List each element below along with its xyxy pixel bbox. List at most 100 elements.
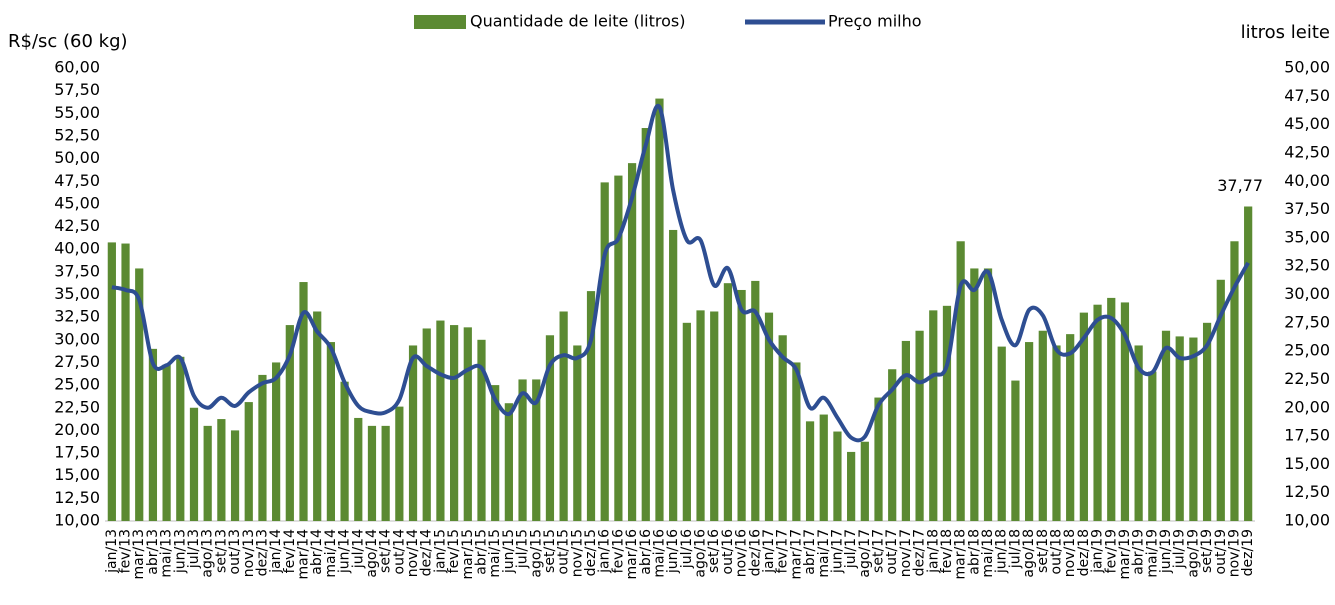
x-tick-label: ago/19 [1185,529,1201,578]
y-tick-label: 45,00 [54,193,100,212]
x-tick-label: set/18 [1035,529,1051,573]
x-tick-label: dez/16 [747,529,763,576]
x-tick-label: mai/13 [159,529,175,578]
bar [901,340,910,521]
x-tick-label: jun/19 [1158,529,1174,574]
bar [545,335,555,521]
bar [1230,241,1239,521]
y-tick-label: 30,00 [54,329,100,348]
bar [436,320,445,521]
y2-tick-label: 10,00 [1284,511,1330,530]
bar [1025,342,1034,521]
bar [450,325,459,521]
x-tick-label: set/17 [871,529,887,573]
bar [1134,345,1143,521]
bar [121,243,130,521]
x-tick-label: jun/16 [665,529,681,574]
x-tick-label: fev/19 [1103,529,1119,573]
bar [600,182,609,521]
y2-tick-label: 12,50 [1284,482,1330,501]
bar [669,229,678,521]
bar [1189,337,1198,521]
x-tick-label: mar/14 [296,529,312,580]
bar [340,381,349,521]
x-tick-label: fev/18 [939,529,955,573]
y-tick-label: 17,50 [54,443,100,462]
x-tick-label: jun/14 [337,529,353,574]
x-tick-label: out/16 [720,529,736,575]
x-tick-label: jul/17 [843,529,859,569]
x-tick-label: abr/17 [802,529,818,575]
y-tick-label: 15,00 [54,465,100,484]
bar [1079,312,1088,521]
x-tick-label: dez/14 [419,529,435,576]
x-tick-label: ago/13 [200,529,216,578]
x-tick-label: dez/15 [583,529,599,576]
x-tick-label: jan/16 [597,529,613,574]
bar [258,374,267,521]
x-tick-label: set/19 [1199,529,1215,573]
legend-swatch [414,15,466,29]
x-tick-label: jan/18 [925,529,941,574]
x-tick-label: jan/19 [1090,529,1106,574]
data-label: 37,77 [1217,176,1263,195]
bar [230,430,240,521]
x-tick-label: abr/14 [309,529,325,575]
x-tick-label: fev/14 [282,529,298,573]
x-tick-label: abr/13 [145,529,161,575]
y2-tick-label: 32,50 [1284,256,1330,275]
x-tick-label: mai/16 [651,529,667,578]
x-tick-label: mai/17 [816,529,832,578]
y-tick-label: 60,00 [54,58,100,77]
x-tick-label: nov/13 [241,529,257,577]
bar [915,330,924,521]
bar [641,128,650,521]
bar [723,283,733,521]
x-tick-label: jan/15 [432,529,448,574]
x-tick-label: nov/19 [1226,529,1242,577]
bar [107,242,116,521]
x-tick-label: ago/17 [857,529,873,578]
bar [929,310,938,521]
x-tick-label: mai/18 [980,529,996,578]
bar [313,311,322,521]
y-tick-label: 22,50 [54,397,100,416]
bar [710,311,719,521]
bar [1244,206,1253,521]
x-tick-label: dez/19 [1240,529,1256,576]
bar [573,345,582,521]
legend-label: Preço milho [828,12,922,31]
bar [422,328,431,521]
bar [764,312,774,521]
y-tick-label: 37,50 [54,261,100,280]
bar [970,268,979,521]
bar [888,369,897,521]
bar [1038,330,1047,521]
bar [983,268,993,521]
x-tick-label: abr/19 [1131,529,1147,575]
bar [1216,279,1225,521]
bar [148,348,158,521]
bar [532,379,541,521]
y2-tick-label: 15,00 [1284,454,1330,473]
bar [805,421,815,521]
bar [997,346,1006,521]
bar [354,417,363,521]
y-tick-label: 42,50 [54,216,100,235]
x-tick-label: nov/16 [734,529,750,577]
x-tick-label: out/17 [884,529,900,574]
x-tick-label: fev/17 [775,529,791,573]
y-tick-label: 57,50 [54,80,100,99]
x-tick-label: dez/13 [254,529,270,576]
x-tick-label: jan/14 [268,529,284,574]
bar [655,98,664,521]
y-tick-label: 50,00 [54,148,100,167]
bar [559,311,568,521]
x-tick-label: jul/15 [515,529,531,569]
x-tick-label: mar/16 [624,529,640,580]
y2-tick-label: 47,50 [1284,86,1330,105]
y-tick-label: 10,00 [54,511,100,530]
bar [408,345,418,521]
x-tick-label: dez/17 [912,529,928,576]
y2-tick-label: 27,50 [1284,312,1330,331]
